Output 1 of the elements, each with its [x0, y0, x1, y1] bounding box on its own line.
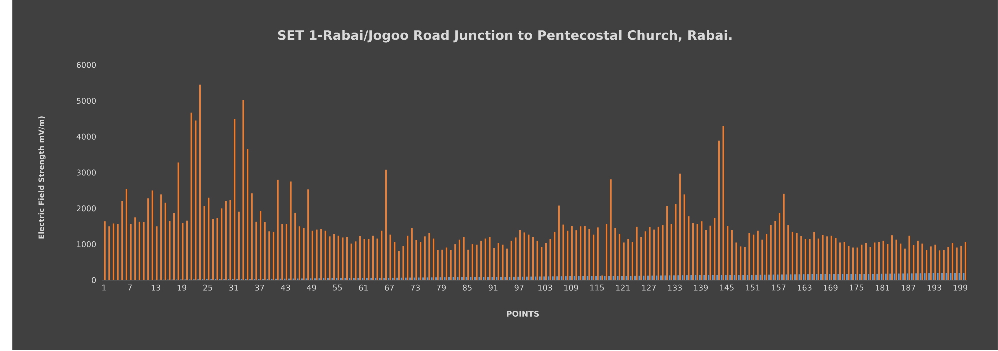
chart-title: SET 1-Rabai/Jogoo Road Junction to Pentecostal Church, Rabai.	[278, 30, 732, 44]
